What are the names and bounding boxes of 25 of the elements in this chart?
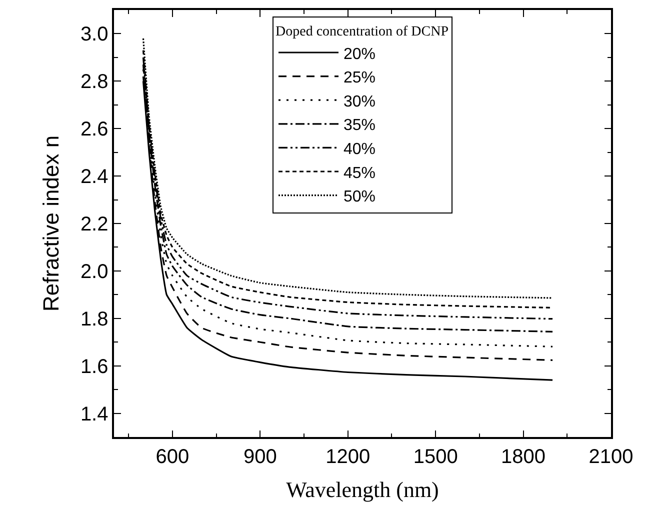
y-tick-label: 2.4	[80, 166, 108, 188]
x-tick-label: 1200	[326, 446, 370, 468]
y-tick-label: 1.8	[80, 308, 108, 330]
x-axis-title: Wavelength (nm)	[286, 477, 439, 502]
y-tick-label: 1.4	[80, 403, 108, 426]
legend-label: 25%	[344, 70, 376, 87]
y-tick-label: 2.2	[80, 214, 108, 236]
x-tick-label: 2100	[588, 446, 634, 468]
y-axis-title: Refractive index n	[38, 135, 64, 312]
legend-label: 20%	[344, 46, 376, 63]
legend-label: 35%	[344, 117, 376, 134]
x-tick-label: 600	[156, 446, 190, 468]
y-tick-label: 2.8	[80, 71, 108, 94]
y-tick-label: 2.0	[80, 260, 108, 283]
y-tick-label: 1.6	[80, 356, 108, 378]
legend-label: 45%	[344, 164, 376, 182]
legend-title: Doped concentration of DCNP	[276, 24, 449, 40]
x-tick-label: 1800	[501, 446, 546, 468]
legend-label: 50%	[344, 188, 376, 206]
x-tick-label: 900	[243, 446, 277, 468]
x-tick-label: 1500	[413, 446, 458, 468]
y-tick-label: 2.6	[80, 118, 108, 141]
legend-label: 30%	[344, 93, 376, 110]
legend-label: 40%	[344, 140, 376, 158]
y-tick-label: 3.0	[80, 24, 108, 46]
